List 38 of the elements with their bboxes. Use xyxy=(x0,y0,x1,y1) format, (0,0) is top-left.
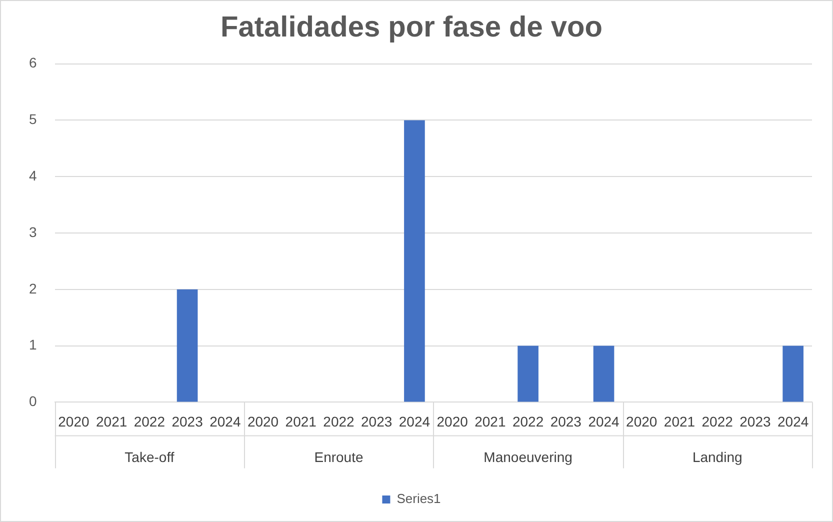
bar xyxy=(782,346,804,402)
x-tick-label: 2021 xyxy=(285,413,317,430)
x-tick-label: 2023 xyxy=(361,413,392,430)
y-tick-label: 3 xyxy=(28,224,37,240)
x-tick-label: 2022 xyxy=(134,413,166,430)
y-tick-label: 2 xyxy=(28,280,37,296)
text: Manoeuvering xyxy=(484,449,572,466)
bar xyxy=(518,346,538,402)
y-tick-label: 1 xyxy=(28,336,37,353)
x-tick-label: 2023 xyxy=(550,413,582,430)
x-tick-label: 2024 xyxy=(398,413,430,430)
bar xyxy=(404,120,425,402)
x-tick-label: 2020 xyxy=(58,413,90,430)
x-tick-label: 2021 xyxy=(474,413,506,430)
chart-title: Fatalidades por fase de voo xyxy=(220,11,602,44)
text: Landing xyxy=(692,449,742,466)
x-tick-label: 2024 xyxy=(210,413,241,430)
x-tick-label: 2022 xyxy=(512,413,544,430)
y-tick-label: 0 xyxy=(28,393,37,410)
x-tick-label: 2020 xyxy=(247,413,279,430)
x-tick-label: 2024 xyxy=(588,413,620,430)
y-tick-label: 4 xyxy=(28,167,37,184)
text: Enroute xyxy=(314,449,364,466)
x-tick-label: 2021 xyxy=(664,413,696,430)
y-tick-label: 5 xyxy=(28,111,37,128)
x-tick-label: 2023 xyxy=(740,413,771,430)
x-tick-label: 2024 xyxy=(777,413,809,430)
x-tick-label: 2021 xyxy=(96,413,128,430)
text: Take-off xyxy=(124,449,174,466)
bar xyxy=(593,346,614,402)
x-tick-label: 2020 xyxy=(436,413,468,430)
x-tick-label: 2022 xyxy=(323,413,355,430)
x-tick-label: 2023 xyxy=(172,413,204,430)
x-tick-label: 2022 xyxy=(702,413,734,430)
legend-label: Series1 xyxy=(396,491,441,506)
x-tick-label: 2020 xyxy=(626,413,658,430)
bar xyxy=(176,289,198,402)
y-tick-label: 6 xyxy=(28,54,37,71)
